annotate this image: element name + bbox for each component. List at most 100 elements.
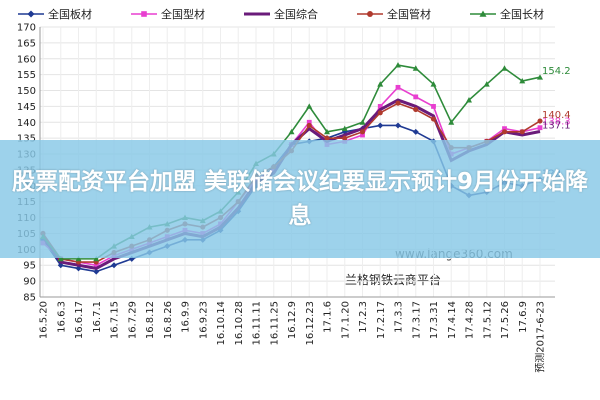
marker: [341, 125, 348, 132]
y-tick-label: 165: [17, 38, 36, 49]
marker: [430, 116, 437, 122]
marker: [93, 268, 100, 275]
x-tick-label: 17.3.3: [394, 301, 405, 333]
marker: [412, 65, 419, 71]
banner: [0, 140, 600, 258]
marker: [395, 84, 401, 90]
marker: [501, 65, 508, 71]
marker: [395, 122, 401, 129]
x-tick-label: 17.2.3: [358, 301, 369, 333]
marker: [537, 118, 543, 124]
y-tick-label: 140: [17, 118, 36, 129]
x-tick-label: 16.12.9: [287, 301, 298, 339]
marker: [377, 81, 384, 87]
y-tick-label: 155: [17, 70, 36, 81]
end-label: 137.1: [542, 121, 571, 132]
marker: [479, 10, 487, 17]
marker: [377, 110, 383, 116]
x-tick-label: 17.4.28: [465, 301, 476, 339]
marker: [395, 100, 401, 106]
x-tick-label: 16.12.23: [305, 301, 316, 346]
marker: [466, 97, 472, 103]
x-tick-label: 16.8.26: [163, 301, 174, 339]
end-label: 154.2: [542, 66, 571, 77]
x-tick-label: 16.9.9: [181, 301, 192, 333]
x-tick-label: 16.9.23: [198, 301, 209, 339]
x-tick-label: 17.5.12: [482, 301, 493, 339]
marker: [412, 128, 419, 135]
x-tick-label: 16.11.11: [252, 301, 263, 346]
marker: [430, 81, 437, 87]
marker: [377, 104, 383, 109]
marker: [75, 255, 82, 262]
x-tick-label: 16.8.12: [145, 301, 156, 339]
marker: [413, 94, 419, 100]
marker: [413, 107, 419, 113]
y-tick-label: 150: [17, 86, 36, 97]
x-tick-label: 17.1.6: [323, 301, 334, 333]
y-tick-label: 85: [23, 293, 36, 304]
marker: [306, 122, 312, 129]
marker: [359, 119, 366, 125]
marker: [57, 255, 64, 262]
marker: [537, 125, 543, 131]
y-tick-label: 135: [17, 134, 36, 145]
marker: [93, 262, 99, 268]
marker: [306, 119, 312, 125]
marker: [519, 129, 525, 135]
source: 兰格钢铁云商平台: [345, 272, 441, 287]
marker: [27, 10, 35, 18]
marker: [324, 135, 330, 141]
banner-text: 股票配资平台加盟 美联储会议纪要显示预计9月份开始降息: [11, 169, 588, 229]
marker: [483, 81, 490, 87]
legend-label: 全国板材: [48, 7, 92, 21]
x-tick-label: 16.5.20: [39, 301, 50, 339]
x-tick-label: 17.5.26: [500, 301, 511, 339]
marker: [501, 129, 508, 135]
marker: [502, 126, 507, 132]
x-tick-label: 16.11.25: [269, 301, 280, 346]
legend-label: 全国长材: [500, 7, 544, 21]
y-tick-label: 170: [17, 23, 36, 34]
x-tick-label: 17.2.17: [376, 301, 387, 339]
x-tick-label: 16.10.28: [234, 301, 245, 346]
marker: [141, 11, 147, 17]
marker: [395, 62, 401, 68]
x-tick-label: 17.4.14: [447, 301, 458, 339]
legend-label: 全国综合: [274, 7, 318, 21]
marker: [377, 122, 384, 129]
marker: [288, 128, 295, 135]
x-tick-label: 16.7.15: [110, 301, 121, 339]
legend-label: 全国型材: [161, 7, 205, 21]
y-tick-label: 160: [17, 54, 36, 65]
marker: [448, 119, 455, 125]
x-tick-label: 17.6.9: [518, 301, 529, 333]
x-tick-label: 16.10.14: [216, 301, 227, 346]
marker: [111, 262, 117, 269]
end-label: 140.4: [542, 110, 571, 121]
x-tick-label: 16.7.29: [127, 301, 138, 339]
x-tick-label: 16.6.17: [74, 301, 85, 339]
x-tick-label: 17.3.17: [411, 301, 422, 339]
marker: [537, 74, 543, 80]
marker: [431, 104, 436, 109]
marker: [367, 11, 373, 17]
y-tick-label: 95: [23, 261, 36, 272]
legend-label: 全国管材: [387, 7, 431, 21]
marker: [93, 255, 100, 262]
y-tick-label: 90: [23, 277, 36, 288]
y-tick-label: 145: [17, 102, 36, 113]
x-tick-label: 16.7.1: [92, 301, 103, 333]
marker: [360, 132, 365, 138]
marker: [306, 103, 313, 109]
end-label: 138.3: [542, 117, 571, 128]
x-tick-label: 预测2017-6-23: [534, 301, 547, 373]
x-tick-label: 16.6.3: [56, 301, 67, 333]
marker: [519, 78, 526, 84]
marker: [324, 128, 330, 135]
marker: [359, 129, 366, 135]
marker: [342, 135, 348, 141]
x-tick-label: 17.3.31: [429, 301, 440, 339]
x-tick-label: 17.1.20: [340, 301, 351, 339]
